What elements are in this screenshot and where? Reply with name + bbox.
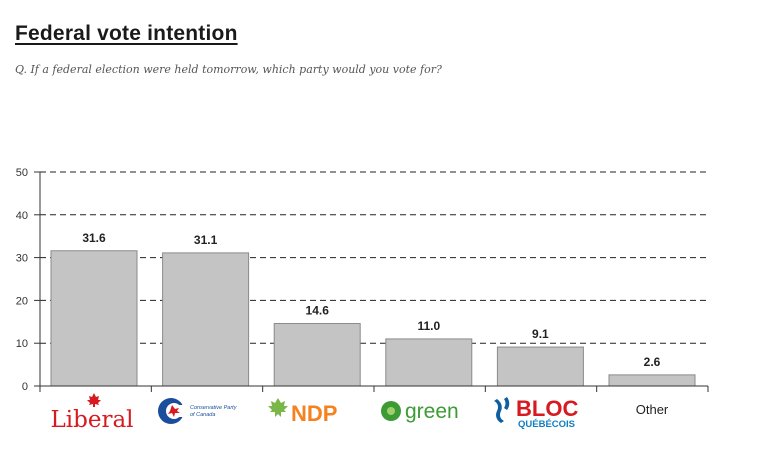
green-logo: green bbox=[381, 400, 459, 423]
y-tick-label: 0 bbox=[22, 381, 28, 393]
data-label: 2.6 bbox=[644, 355, 661, 369]
conservative-leaf-icon bbox=[168, 405, 180, 417]
maple-leaf-icon bbox=[87, 393, 101, 407]
ndp-leaf-icon bbox=[268, 398, 288, 417]
liberal-logo: Liberal bbox=[50, 393, 134, 433]
bar bbox=[50, 250, 138, 387]
bar bbox=[162, 252, 250, 387]
conservative-logo-line1: Conservative Party bbox=[190, 405, 238, 411]
y-tick-label: 50 bbox=[16, 167, 28, 179]
survey-question: Q. If a federal election were held tomor… bbox=[15, 63, 442, 76]
bloc-logo: BLOC QUÉBÉCOIS bbox=[494, 396, 578, 430]
conservative-logo-line2: of Canada bbox=[190, 412, 215, 418]
bloc-fleur-icon bbox=[494, 397, 510, 423]
data-label: 31.6 bbox=[82, 231, 106, 245]
ndp-logo: NDP bbox=[268, 398, 337, 426]
conservative-c-gap bbox=[177, 405, 187, 417]
chart-title: Federal vote intention bbox=[15, 22, 238, 45]
bar bbox=[385, 338, 473, 387]
category-label-other: Other bbox=[636, 402, 669, 417]
y-tick-label: 10 bbox=[16, 338, 28, 350]
green-flower-center bbox=[387, 407, 395, 415]
bar bbox=[273, 323, 361, 387]
bar bbox=[496, 346, 584, 387]
data-label: 11.0 bbox=[417, 319, 440, 333]
data-label: 14.6 bbox=[306, 304, 330, 318]
bar bbox=[608, 374, 696, 387]
green-logo-text: green bbox=[405, 400, 459, 423]
data-label: 31.1 bbox=[194, 233, 218, 247]
conservative-logo: Conservative Party of Canada bbox=[158, 398, 238, 424]
ndp-logo-text: NDP bbox=[291, 401, 337, 426]
y-tick-label: 40 bbox=[16, 210, 28, 222]
y-tick-label: 20 bbox=[16, 295, 28, 307]
bloc-logo-line2: QUÉBÉCOIS bbox=[518, 419, 575, 430]
y-tick-label: 30 bbox=[16, 253, 28, 265]
data-label: 9.1 bbox=[532, 327, 549, 341]
liberal-logo-text: Liberal bbox=[50, 407, 133, 433]
bloc-logo-line1: BLOC bbox=[516, 396, 578, 421]
